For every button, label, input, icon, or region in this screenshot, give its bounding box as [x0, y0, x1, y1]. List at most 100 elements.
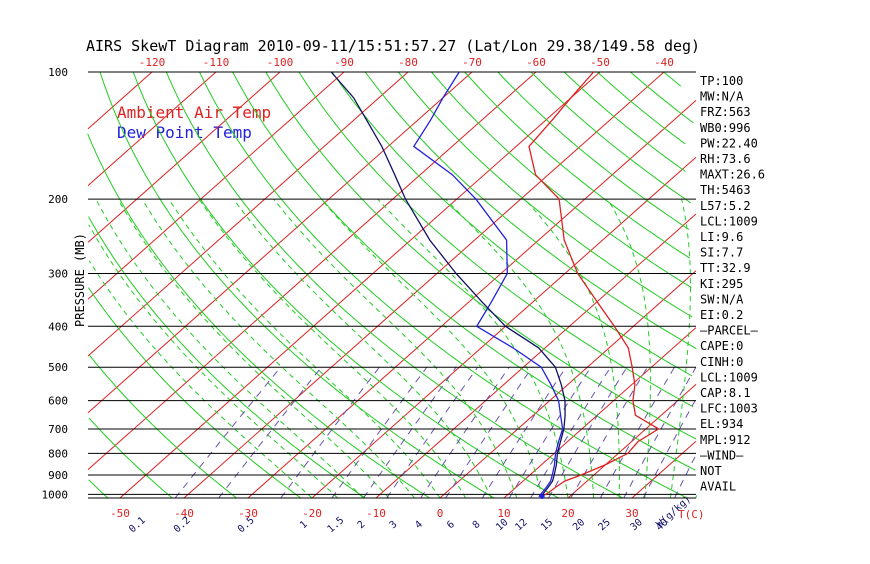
pressure-tick-label: 100	[48, 66, 68, 79]
dry-adiabat-line	[88, 417, 173, 499]
pressure-tick-label: 400	[48, 320, 68, 333]
legend-dewpoint-temp: Dew Point Temp	[117, 123, 252, 142]
moist-adiabat-line	[524, 198, 620, 498]
dry-adiabat-line	[596, 71, 686, 145]
mixing-ratio-line	[570, 366, 648, 499]
y-axis-label: PRESSURE (MB)	[73, 233, 87, 327]
dry-adiabat-line	[497, 71, 690, 230]
index-label: CINH:0	[700, 355, 743, 369]
index-label: EL:934	[700, 417, 743, 431]
moist-adiabat-line	[273, 198, 518, 499]
dry-adiabat-line	[132, 71, 559, 499]
bottom-temp-tick-label: 30	[625, 507, 638, 520]
dry-adiabat-line	[398, 71, 693, 318]
pressure-tick-label: 300	[48, 268, 68, 281]
dry-adiabat-line	[464, 71, 691, 259]
chart-title: AIRS SkewT Diagram 2010-09-11/15:51:57.2…	[86, 37, 700, 55]
mixing-ratio-tick-label: 12	[513, 517, 529, 533]
isotherm-line	[439, 270, 697, 499]
pressure-tick-label: 700	[48, 423, 68, 436]
pressure-tick-label: 800	[48, 447, 68, 460]
dry-adiabat-line	[88, 479, 109, 499]
index-label: MW:N/A	[700, 90, 744, 104]
dry-adiabat-line	[663, 71, 682, 87]
top-temp-tick-label: -120	[139, 56, 166, 69]
moist-adiabat-line	[377, 198, 569, 499]
index-label: LCL:1009	[700, 214, 758, 228]
mixing-ratio-tick-label: 4	[413, 519, 425, 531]
index-label: SW:N/A	[700, 292, 744, 306]
top-temp-tick-label: -110	[203, 56, 230, 69]
mixing-ratio-line	[623, 366, 697, 499]
index-label: TT:32.9	[700, 261, 751, 275]
index-label: LFC:1003	[700, 402, 758, 416]
isotherm-line	[631, 440, 697, 499]
isotherm-line	[87, 71, 345, 300]
mixing-ratio-tick-label: 1.5	[326, 515, 347, 535]
index-label: MPL:912	[700, 433, 751, 447]
isotherm-line	[375, 213, 697, 499]
parcel-line	[330, 71, 566, 498]
mixing-ratio-line	[386, 366, 479, 499]
index-label: KI:295	[700, 277, 743, 291]
isotherm-line	[87, 71, 217, 186]
isotherm-line	[119, 71, 601, 499]
moist-adiabat-line	[198, 198, 467, 499]
bottom-temp-tick-label: -20	[302, 507, 322, 520]
profile-layer	[330, 71, 660, 500]
moist-adiabat-line	[88, 260, 313, 499]
index-label: FRZ:563	[700, 105, 751, 119]
bottom-temp-tick-label: -30	[238, 507, 258, 520]
mixing-ratio-line	[508, 366, 592, 499]
isotherm-line	[247, 100, 697, 499]
index-label: AVAIL	[700, 480, 736, 494]
mixing-ratio-line	[548, 366, 628, 499]
index-label: —PARCEL—	[700, 324, 759, 338]
dry-adiabat-line	[232, 71, 696, 471]
grid-layer	[87, 71, 697, 499]
moist-adiabat-line	[168, 198, 441, 499]
index-label: L57:5.2	[700, 199, 751, 213]
moist-adiabat-line	[607, 198, 651, 499]
dry-adiabat-line	[364, 71, 697, 350]
isotherm-line	[311, 156, 697, 499]
mixing-ratio-line	[674, 455, 697, 499]
bottom-temp-tick-label: 20	[561, 507, 574, 520]
moist-adiabat-line	[88, 224, 338, 499]
mixing-ratio-line	[599, 366, 675, 499]
dewpoint-temp-line	[412, 71, 564, 498]
mixing-ratio-line	[280, 366, 380, 499]
bottom-temp-tick-label: -40	[174, 507, 194, 520]
isotherm-line	[87, 71, 473, 414]
mixing-ratio-tick-label: 3	[388, 519, 400, 531]
mixing-ratio-line	[445, 366, 533, 499]
mixing-ratio-tick-label: 2	[356, 519, 368, 531]
dry-adiabat-line	[331, 71, 693, 377]
surface-marker	[539, 494, 545, 500]
moist-adiabat-line	[95, 198, 364, 499]
isotherm-line	[87, 71, 537, 470]
index-label: RH:73.6	[700, 152, 751, 166]
dry-adiabat-line	[199, 71, 688, 499]
bottom-temp-tick-label: 0	[437, 507, 444, 520]
mixing-ratio-line	[174, 366, 281, 499]
mixing-ratio-tick-label: 15	[539, 517, 555, 533]
index-label: TH:5463	[700, 183, 751, 197]
isotherm-line	[503, 327, 697, 499]
index-label: —WIND—	[700, 448, 744, 462]
dry-adiabat-line	[298, 71, 694, 408]
index-label: LCL:1009	[700, 370, 758, 384]
dry-adiabat-line	[88, 354, 237, 499]
bottom-temp-tick-label: -10	[366, 507, 386, 520]
mixing-ratio-tick-label: 25	[597, 517, 613, 533]
mixing-ratio-tick-label: 8	[471, 519, 483, 531]
mixing-ratio-line	[331, 366, 428, 499]
bottom-temp-tick-label: -50	[110, 507, 130, 520]
isotherm-line	[87, 71, 153, 130]
index-label: CAPE:0	[700, 339, 743, 353]
dry-adiabat-line	[265, 71, 697, 440]
mixing-ratio-line	[218, 366, 322, 499]
